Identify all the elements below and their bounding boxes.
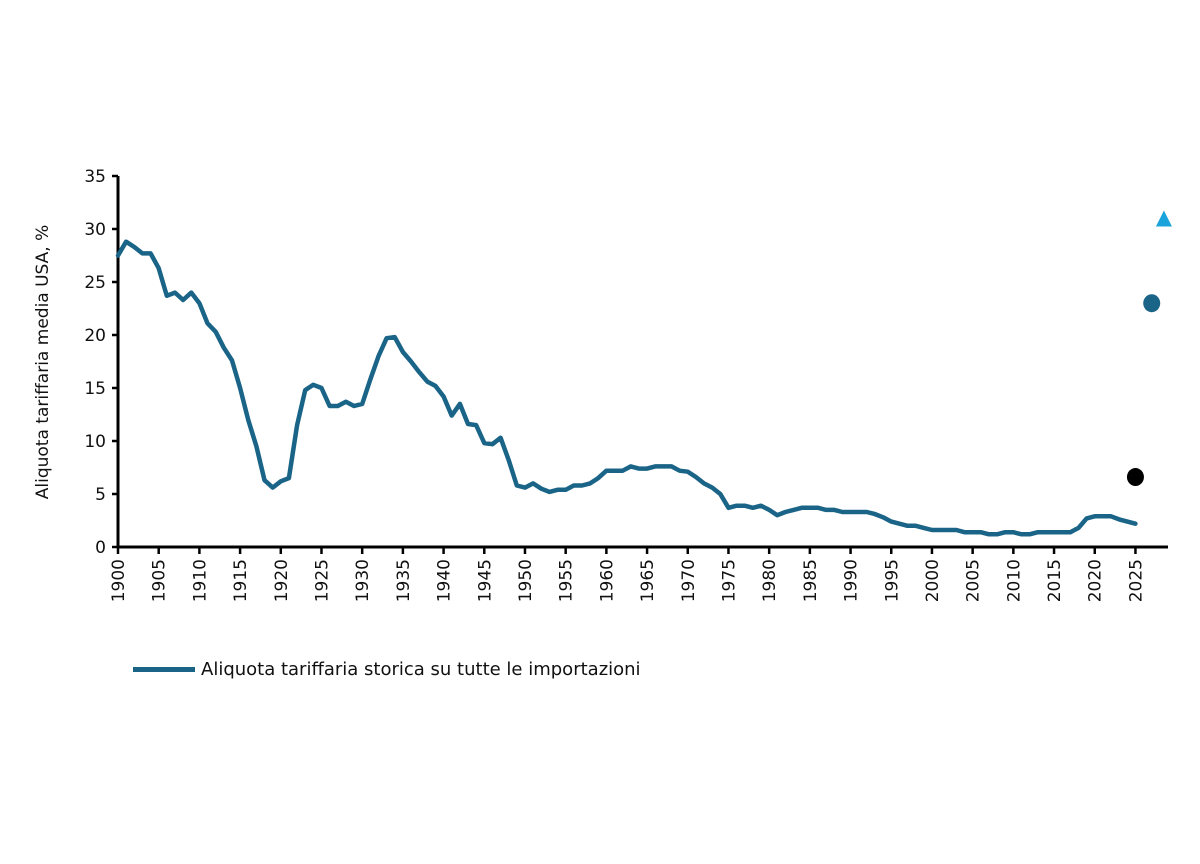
y-tick-label: 20 [84, 326, 106, 346]
x-tick-label: 2020 [1086, 559, 1106, 602]
x-tick-label: 1940 [435, 559, 455, 602]
x-tick-label: 2000 [923, 559, 943, 602]
x-tick-label: 1955 [557, 559, 577, 602]
x-tick-label: 1980 [760, 559, 780, 602]
x-tick-label: 1960 [597, 559, 617, 602]
x-tick-label: 1995 [882, 559, 902, 602]
circle-marker [1126, 468, 1144, 487]
legend: Aliquota tariffaria storica su tutte le … [133, 659, 641, 680]
y-tick-label: 0 [95, 538, 106, 558]
y-axis-title: Aliquota tariffaria media USA, % [33, 225, 53, 499]
x-tick-label: 1975 [719, 559, 739, 602]
y-tick-label: 30 [84, 220, 106, 240]
legend-label: Aliquota tariffaria storica su tutte le … [201, 659, 641, 680]
x-tick-label: 2010 [1004, 559, 1024, 602]
x-tick-label: 1900 [109, 559, 129, 602]
x-tick-label: 1905 [150, 559, 170, 602]
x-tick-label: 1925 [312, 559, 332, 602]
x-tick-label: 1920 [272, 559, 292, 602]
circle-marker [1143, 294, 1161, 313]
x-tick-label: 1910 [190, 559, 210, 602]
x-tick-label: 2005 [964, 559, 984, 602]
y-tick-label: 5 [95, 485, 106, 505]
x-tick-label: 1990 [842, 559, 862, 602]
y-tick-label: 25 [84, 273, 106, 293]
x-tick-label: 1985 [801, 559, 821, 602]
x-tick-label: 1915 [231, 559, 251, 602]
y-tick-label: 15 [84, 379, 106, 399]
x-tick-label: 2025 [1126, 559, 1146, 602]
x-tick-label: 1945 [475, 559, 495, 602]
x-tick-label: 1935 [394, 559, 414, 602]
x-tick-label: 1970 [679, 559, 699, 602]
x-tick-label: 2015 [1045, 559, 1065, 602]
y-tick-label: 10 [84, 432, 106, 452]
series-line [115, 239, 1138, 537]
x-tick-label: 1965 [638, 559, 658, 602]
triangle-marker [1155, 210, 1172, 227]
x-tick-label: 1950 [516, 559, 536, 602]
legend-line-swatch [133, 667, 195, 672]
x-tick-label: 1930 [353, 559, 373, 602]
y-tick-label: 35 [84, 167, 106, 187]
